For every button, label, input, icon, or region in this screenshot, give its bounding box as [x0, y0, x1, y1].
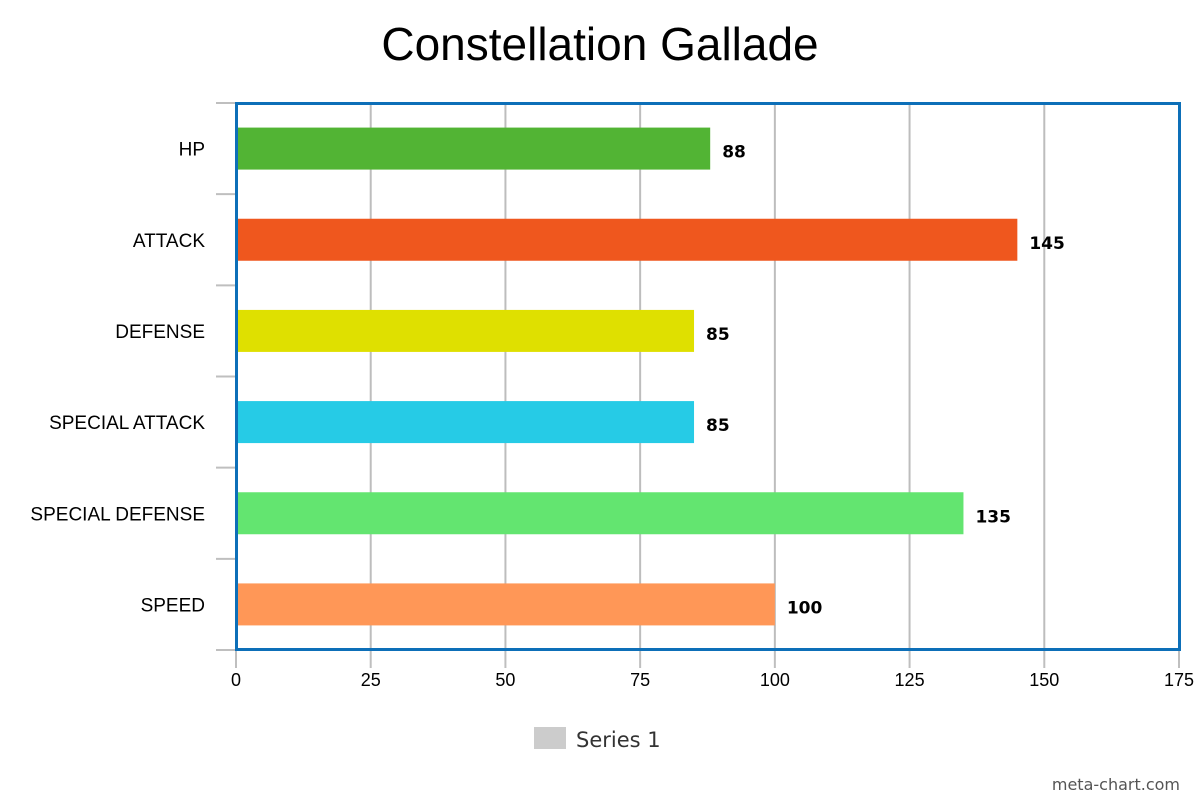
category-label-defense: DEFENSE [115, 322, 205, 343]
data-label-special-attack: 85 [706, 416, 730, 436]
bars [236, 127, 1018, 626]
bar-special-attack [236, 401, 695, 444]
x-tick-label-50: 50 [495, 670, 515, 690]
category-label-attack: ATTACK [133, 231, 205, 252]
x-tick-label-125: 125 [895, 670, 925, 690]
x-tick-label-25: 25 [361, 670, 381, 690]
bar-speed [236, 583, 775, 626]
legend: Series 1 [534, 727, 661, 752]
category-label-special-defense: SPECIAL DEFENSE [30, 504, 205, 525]
legend-swatch [534, 727, 566, 749]
legend-label: Series 1 [576, 728, 661, 752]
data-label-speed: 100 [787, 598, 823, 618]
x-tick-label-75: 75 [630, 670, 650, 690]
axes [216, 102, 1180, 668]
bar-attack [236, 218, 1018, 261]
bar-special-defense [236, 492, 964, 535]
x-tick-label-100: 100 [760, 670, 790, 690]
x-tick-label-175: 175 [1164, 670, 1194, 690]
data-label-attack: 145 [1029, 234, 1065, 254]
category-label-hp: HP [179, 140, 205, 161]
x-tick-label-0: 0 [231, 670, 241, 690]
category-label-speed: SPEED [141, 595, 205, 616]
x-tick-labels: 0 25 50 75 100 125 150 175 [231, 670, 1194, 690]
bar-defense [236, 309, 695, 352]
data-label-defense: 85 [706, 325, 730, 345]
plot-frame [235, 102, 1181, 651]
x-tick-label-150: 150 [1029, 670, 1059, 690]
category-label-special-attack: SPECIAL ATTACK [49, 413, 205, 434]
gridlines [369, 103, 1046, 650]
bar-hp [236, 127, 711, 170]
data-label-special-defense: 135 [975, 507, 1011, 527]
data-labels: 88 145 85 85 135 100 [706, 143, 1065, 619]
credit-text: meta-chart.com [1052, 775, 1180, 794]
category-labels: HP ATTACK DEFENSE SPECIAL ATTACK SPECIAL DEF… [30, 140, 205, 617]
data-label-hp: 88 [722, 143, 746, 163]
chart-title: Constellation Gallade [381, 18, 818, 70]
